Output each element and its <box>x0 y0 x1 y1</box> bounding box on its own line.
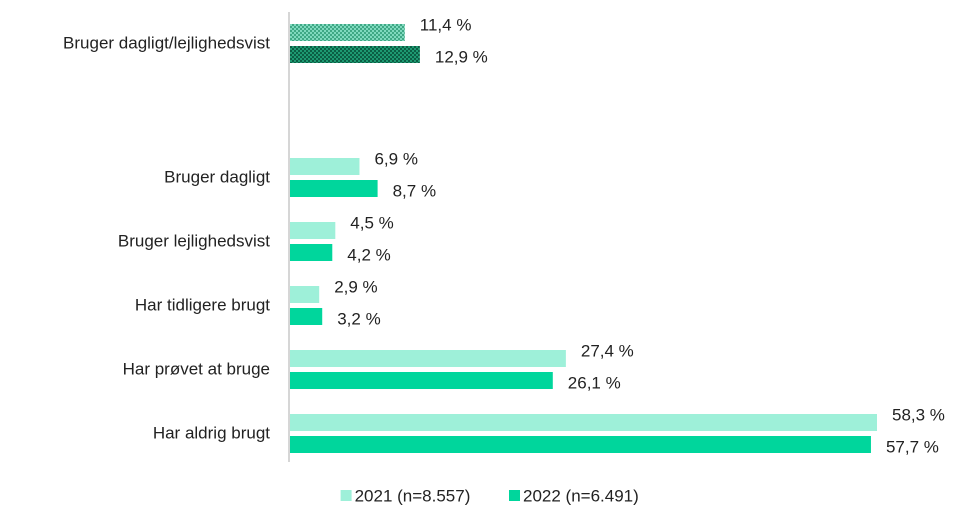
value-label: 3,2 % <box>337 309 380 328</box>
bar <box>290 308 323 325</box>
value-label: 58,3 % <box>892 405 945 424</box>
category-label: Har aldrig brugt <box>153 423 270 442</box>
legend-swatch <box>509 490 520 501</box>
bar <box>290 24 405 41</box>
bar <box>290 244 333 261</box>
bar <box>290 180 378 197</box>
value-label: 6,9 % <box>374 149 417 168</box>
bar <box>290 436 871 453</box>
value-label: 12,9 % <box>435 47 488 66</box>
bar <box>290 158 360 175</box>
value-label: 27,4 % <box>581 341 634 360</box>
value-label: 8,7 % <box>393 181 436 200</box>
value-label: 4,2 % <box>347 245 390 264</box>
value-label: 2,9 % <box>334 277 377 296</box>
category-label: Bruger lejlighedsvist <box>118 231 270 250</box>
value-label: 57,7 % <box>886 437 939 456</box>
bar <box>290 46 420 63</box>
value-label: 11,4 % <box>420 15 472 34</box>
bar <box>290 350 566 367</box>
category-label: Har prøvet at bruge <box>123 359 270 378</box>
legend-label: 2021 (n=8.557) <box>355 486 471 505</box>
bar <box>290 222 336 239</box>
category-label: Bruger dagligt/lejlighedsvist <box>63 33 270 52</box>
bar <box>290 372 553 389</box>
category-label: Bruger dagligt <box>164 167 270 186</box>
value-label: 4,5 % <box>350 213 393 232</box>
category-label: Har tidligere brugt <box>135 295 270 314</box>
value-label: 26,1 % <box>568 373 621 392</box>
legend-label: 2022 (n=6.491) <box>523 486 639 505</box>
bar <box>290 414 877 431</box>
bar <box>290 286 320 303</box>
legend-swatch <box>340 490 352 501</box>
